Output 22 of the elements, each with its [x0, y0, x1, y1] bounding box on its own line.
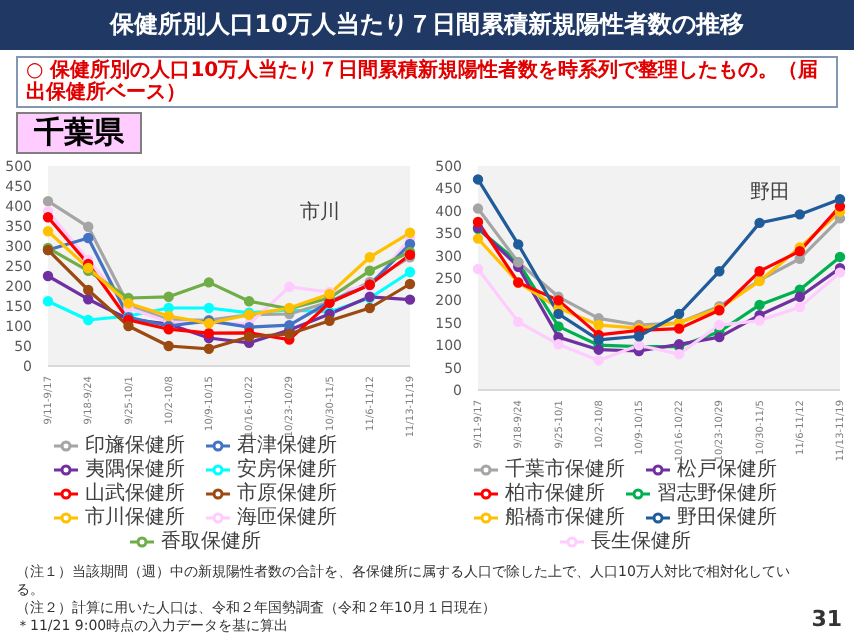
chart-subtitle: ○ 保健所別の人口10万人当たり７日間累積新規陽性者数を時系列で整理したもの。（届出保健所ベース） [26, 60, 819, 104]
text: 千葉県 [16, 112, 142, 154]
annotation: 市川 [300, 199, 340, 226]
legend-label: 長生保健所 [591, 531, 691, 554]
legend-label: 野田保健所 [677, 507, 777, 530]
legend-label: 海匝保健所 [237, 507, 337, 530]
legend-label: 香取保健所 [161, 531, 261, 554]
legend-label: 安房保健所 [237, 459, 337, 482]
legend-label: 船橋市保健所 [505, 507, 625, 530]
legend-label: 市原保健所 [237, 483, 337, 506]
legend-label: 君津保健所 [237, 435, 337, 458]
chart-title: 保健所別人口10万人当たり７日間累積新規陽性者数の推移 [0, 0, 854, 50]
annotation: 野田 [750, 180, 790, 206]
legend-label: 松戸保健所 [677, 459, 777, 482]
legend-label: 夷隅保健所 [85, 459, 185, 482]
text: 31 [811, 606, 842, 632]
legend-label: 千葉市保健所 [505, 459, 625, 482]
legend-label: 印旛保健所 [85, 435, 185, 458]
legend-label: 柏市保健所 [505, 483, 605, 506]
legend-label: 習志野保健所 [657, 483, 777, 506]
legend-label: 市川保健所 [85, 507, 185, 530]
legend-label: 山武保健所 [85, 483, 185, 506]
